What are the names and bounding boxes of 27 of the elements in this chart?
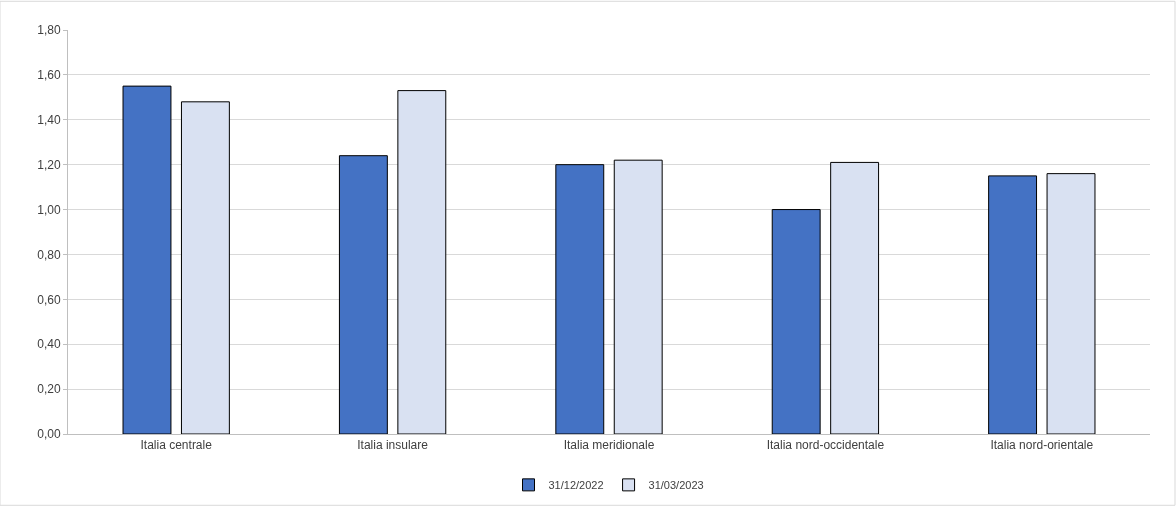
legend-label: 31/03/2023 <box>648 479 704 492</box>
x-tick-label: Italia nord-occidentale <box>766 438 885 453</box>
bar <box>397 90 447 434</box>
x-tick-label: Italia nord-orientale <box>990 438 1094 453</box>
legend-label: 31/12/2022 <box>548 479 604 492</box>
x-tick-label: Italia centrale <box>140 438 213 453</box>
y-tick-label: 1,00 <box>37 202 61 217</box>
y-tick-label: 1,20 <box>37 157 61 172</box>
bar <box>830 161 880 434</box>
bar <box>613 159 663 434</box>
x-tick-label: Italia insulare <box>357 438 429 453</box>
y-tick-label: 0,40 <box>37 337 61 352</box>
bar <box>1046 173 1096 434</box>
x-tick-label: Italia meridionale <box>563 438 655 453</box>
y-tick-label: 1,80 <box>37 23 61 38</box>
bar <box>555 164 605 434</box>
y-tick-label: 0,20 <box>37 382 61 397</box>
y-tick-label: 0,00 <box>37 427 61 442</box>
y-tick-label: 0,80 <box>37 247 61 262</box>
bar <box>338 155 388 434</box>
bar <box>771 209 821 434</box>
y-tick-label: 0,60 <box>37 292 61 307</box>
bar <box>122 85 172 434</box>
bar <box>988 175 1038 434</box>
bar <box>180 101 230 434</box>
y-tick-label: 1,40 <box>37 112 61 127</box>
y-tick-label: 1,60 <box>37 68 61 83</box>
